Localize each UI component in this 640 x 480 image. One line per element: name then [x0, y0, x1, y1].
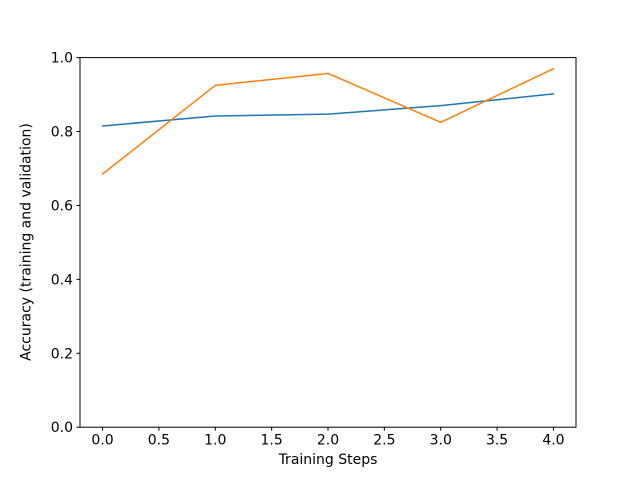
series-line-validation: [101, 67, 555, 175]
plot-border: [79, 57, 577, 428]
y-tick-label: 1.0: [51, 51, 73, 67]
x-tick-label: 2.5: [373, 433, 395, 449]
x-tick-label: 0.0: [91, 433, 113, 449]
y-axis-label: Accuracy (training and validation): [18, 123, 35, 361]
y-tick-label: 0.4: [51, 272, 73, 288]
x-tick-label: 1.0: [204, 433, 226, 449]
x-tick-label: 4.0: [542, 433, 564, 449]
x-axis-label: Training Steps: [278, 452, 378, 468]
y-tick-label: 0.8: [51, 125, 73, 141]
x-tick-label: 1.5: [261, 433, 283, 449]
y-tick-label: 0.2: [51, 346, 73, 362]
x-tick-label: 3.0: [430, 433, 452, 449]
series-line-training: [101, 93, 555, 127]
x-tick-label: 2.0: [317, 433, 339, 449]
y-tick-label: 0.0: [51, 420, 73, 436]
x-tick-label: 3.5: [486, 433, 508, 449]
y-tick-label: 0.6: [51, 198, 73, 214]
x-tick-label: 0.5: [148, 433, 170, 449]
